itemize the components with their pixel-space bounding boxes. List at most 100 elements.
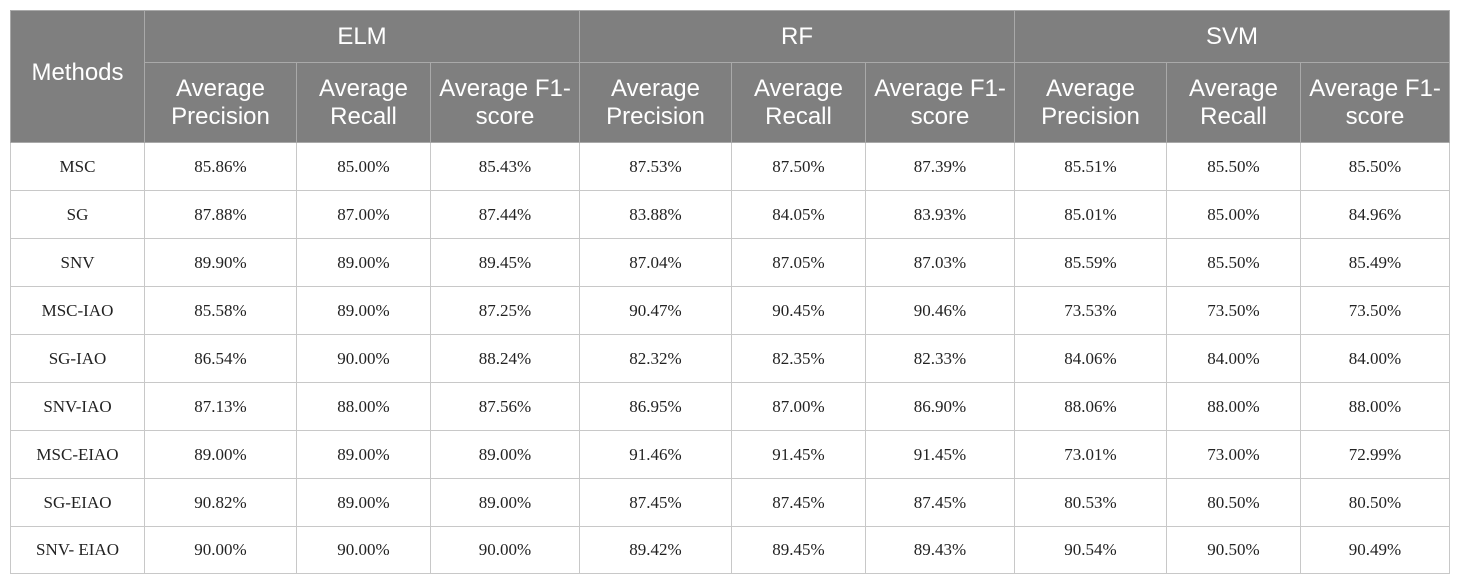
- value-cell: 89.00%: [429, 478, 581, 527]
- value-cell: 88.00%: [1300, 382, 1451, 431]
- value-cell: 90.00%: [144, 526, 297, 574]
- value-cell: 91.46%: [579, 430, 733, 479]
- value-cell: 87.39%: [865, 142, 1016, 191]
- value-cell: 87.88%: [144, 190, 297, 239]
- results-table-container: Methods ELM RF SVM Average Precision Ave…: [10, 10, 1451, 574]
- value-cell: 80.50%: [1300, 478, 1451, 527]
- method-cell: MSC-EIAO: [10, 430, 145, 479]
- value-cell: 84.06%: [1014, 334, 1168, 383]
- group-header-row: Methods ELM RF SVM: [10, 10, 1451, 143]
- metric-header-recall: Average Recall: [731, 62, 867, 143]
- value-cell: 89.45%: [429, 238, 581, 287]
- value-cell: 86.54%: [144, 334, 297, 383]
- value-cell: 73.50%: [1300, 286, 1451, 335]
- value-cell: 88.00%: [1166, 382, 1302, 431]
- value-cell: 89.00%: [296, 238, 431, 287]
- table-row: MSC-EIAO 89.00% 89.00% 89.00% 91.46% 91.45% 91…: [10, 430, 1451, 479]
- value-cell: 91.45%: [865, 430, 1016, 479]
- value-cell: 90.50%: [1166, 526, 1302, 574]
- table-row: SNV- EIAO 90.00% 90.00% 90.00% 89.42% 89.45% 8…: [10, 526, 1451, 574]
- value-cell: 87.56%: [429, 382, 581, 431]
- value-cell: 87.25%: [429, 286, 581, 335]
- value-cell: 83.93%: [865, 190, 1016, 239]
- method-cell: MSC: [10, 142, 145, 191]
- value-cell: 90.45%: [731, 286, 867, 335]
- value-cell: 89.00%: [296, 286, 431, 335]
- table-row: SG 87.88% 87.00% 87.44% 83.88% 84.05% 83.93% 85…: [10, 190, 1451, 239]
- value-cell: 85.58%: [144, 286, 297, 335]
- value-cell: 90.00%: [296, 334, 431, 383]
- value-cell: 89.00%: [296, 430, 431, 479]
- value-cell: 87.03%: [865, 238, 1016, 287]
- value-cell: 87.45%: [579, 478, 733, 527]
- metric-header-recall: Average Recall: [1166, 62, 1302, 143]
- value-cell: 89.00%: [429, 430, 581, 479]
- group-header-rf: RF: [579, 10, 1016, 63]
- value-cell: 84.00%: [1166, 334, 1302, 383]
- method-cell: SG-EIAO: [10, 478, 145, 527]
- value-cell: 90.46%: [865, 286, 1016, 335]
- table-row: MSC 85.86% 85.00% 85.43% 87.53% 87.50% 87.39% 8…: [10, 142, 1451, 191]
- value-cell: 87.53%: [579, 142, 733, 191]
- value-cell: 85.00%: [1166, 190, 1302, 239]
- value-cell: 86.90%: [865, 382, 1016, 431]
- value-cell: 82.32%: [579, 334, 733, 383]
- value-cell: 85.50%: [1166, 142, 1302, 191]
- value-cell: 73.00%: [1166, 430, 1302, 479]
- methods-header: Methods: [10, 10, 145, 143]
- metric-header-precision: Average Precision: [1014, 62, 1168, 143]
- value-cell: 87.45%: [731, 478, 867, 527]
- metric-header-row: Average Precision Average Recall Average…: [11, 62, 1451, 143]
- value-cell: 83.88%: [579, 190, 733, 239]
- value-cell: 89.45%: [731, 526, 867, 574]
- methods-header-label: Methods: [31, 58, 124, 86]
- value-cell: 73.53%: [1014, 286, 1168, 335]
- value-cell: 91.45%: [731, 430, 867, 479]
- value-cell: 82.35%: [731, 334, 867, 383]
- value-cell: 88.00%: [296, 382, 431, 431]
- value-cell: 90.54%: [1014, 526, 1168, 574]
- value-cell: 89.00%: [296, 478, 431, 527]
- metric-header-f1: Average F1-score: [865, 62, 1016, 143]
- value-cell: 87.13%: [144, 382, 297, 431]
- table-row: SNV 89.90% 89.00% 89.45% 87.04% 87.05% 87.03% 8…: [10, 238, 1451, 287]
- value-cell: 87.00%: [296, 190, 431, 239]
- value-cell: 85.01%: [1014, 190, 1168, 239]
- method-cell: SG-IAO: [10, 334, 145, 383]
- value-cell: 89.43%: [865, 526, 1016, 574]
- metric-header-recall: Average Recall: [296, 62, 431, 143]
- value-cell: 80.53%: [1014, 478, 1168, 527]
- group-header-svm: SVM: [1014, 10, 1451, 63]
- value-cell: 85.00%: [296, 142, 431, 191]
- table-row: MSC-IAO 85.58% 89.00% 87.25% 90.47% 90.45% 90.…: [10, 286, 1451, 335]
- value-cell: 87.04%: [579, 238, 733, 287]
- value-cell: 87.44%: [429, 190, 581, 239]
- value-cell: 87.05%: [731, 238, 867, 287]
- metric-header-precision: Average Precision: [144, 62, 297, 143]
- value-cell: 89.90%: [144, 238, 297, 287]
- value-cell: 73.50%: [1166, 286, 1302, 335]
- value-cell: 85.50%: [1166, 238, 1302, 287]
- metric-header-precision: Average Precision: [579, 62, 733, 143]
- table-header: Methods ELM RF SVM Average Precision Ave…: [10, 10, 1451, 143]
- value-cell: 90.47%: [579, 286, 733, 335]
- value-cell: 87.50%: [731, 142, 867, 191]
- value-cell: 87.45%: [865, 478, 1016, 527]
- value-cell: 84.00%: [1300, 334, 1451, 383]
- value-cell: 85.51%: [1014, 142, 1168, 191]
- metric-header-f1: Average F1-score: [1300, 62, 1451, 143]
- value-cell: 90.00%: [429, 526, 581, 574]
- value-cell: 82.33%: [865, 334, 1016, 383]
- value-cell: 85.50%: [1300, 142, 1451, 191]
- table-body: MSC 85.86% 85.00% 85.43% 87.53% 87.50% 87.39% 8…: [10, 142, 1451, 574]
- method-cell: SNV- EIAO: [10, 526, 145, 574]
- table-row: SG-EIAO 90.82% 89.00% 89.00% 87.45% 87.45% 87.…: [10, 478, 1451, 527]
- method-cell: SNV: [10, 238, 145, 287]
- metric-header-f1: Average F1-score: [429, 62, 581, 143]
- value-cell: 88.06%: [1014, 382, 1168, 431]
- group-header-elm: ELM: [143, 10, 581, 63]
- value-cell: 84.05%: [731, 190, 867, 239]
- value-cell: 85.86%: [144, 142, 297, 191]
- value-cell: 90.82%: [144, 478, 297, 527]
- value-cell: 89.00%: [144, 430, 297, 479]
